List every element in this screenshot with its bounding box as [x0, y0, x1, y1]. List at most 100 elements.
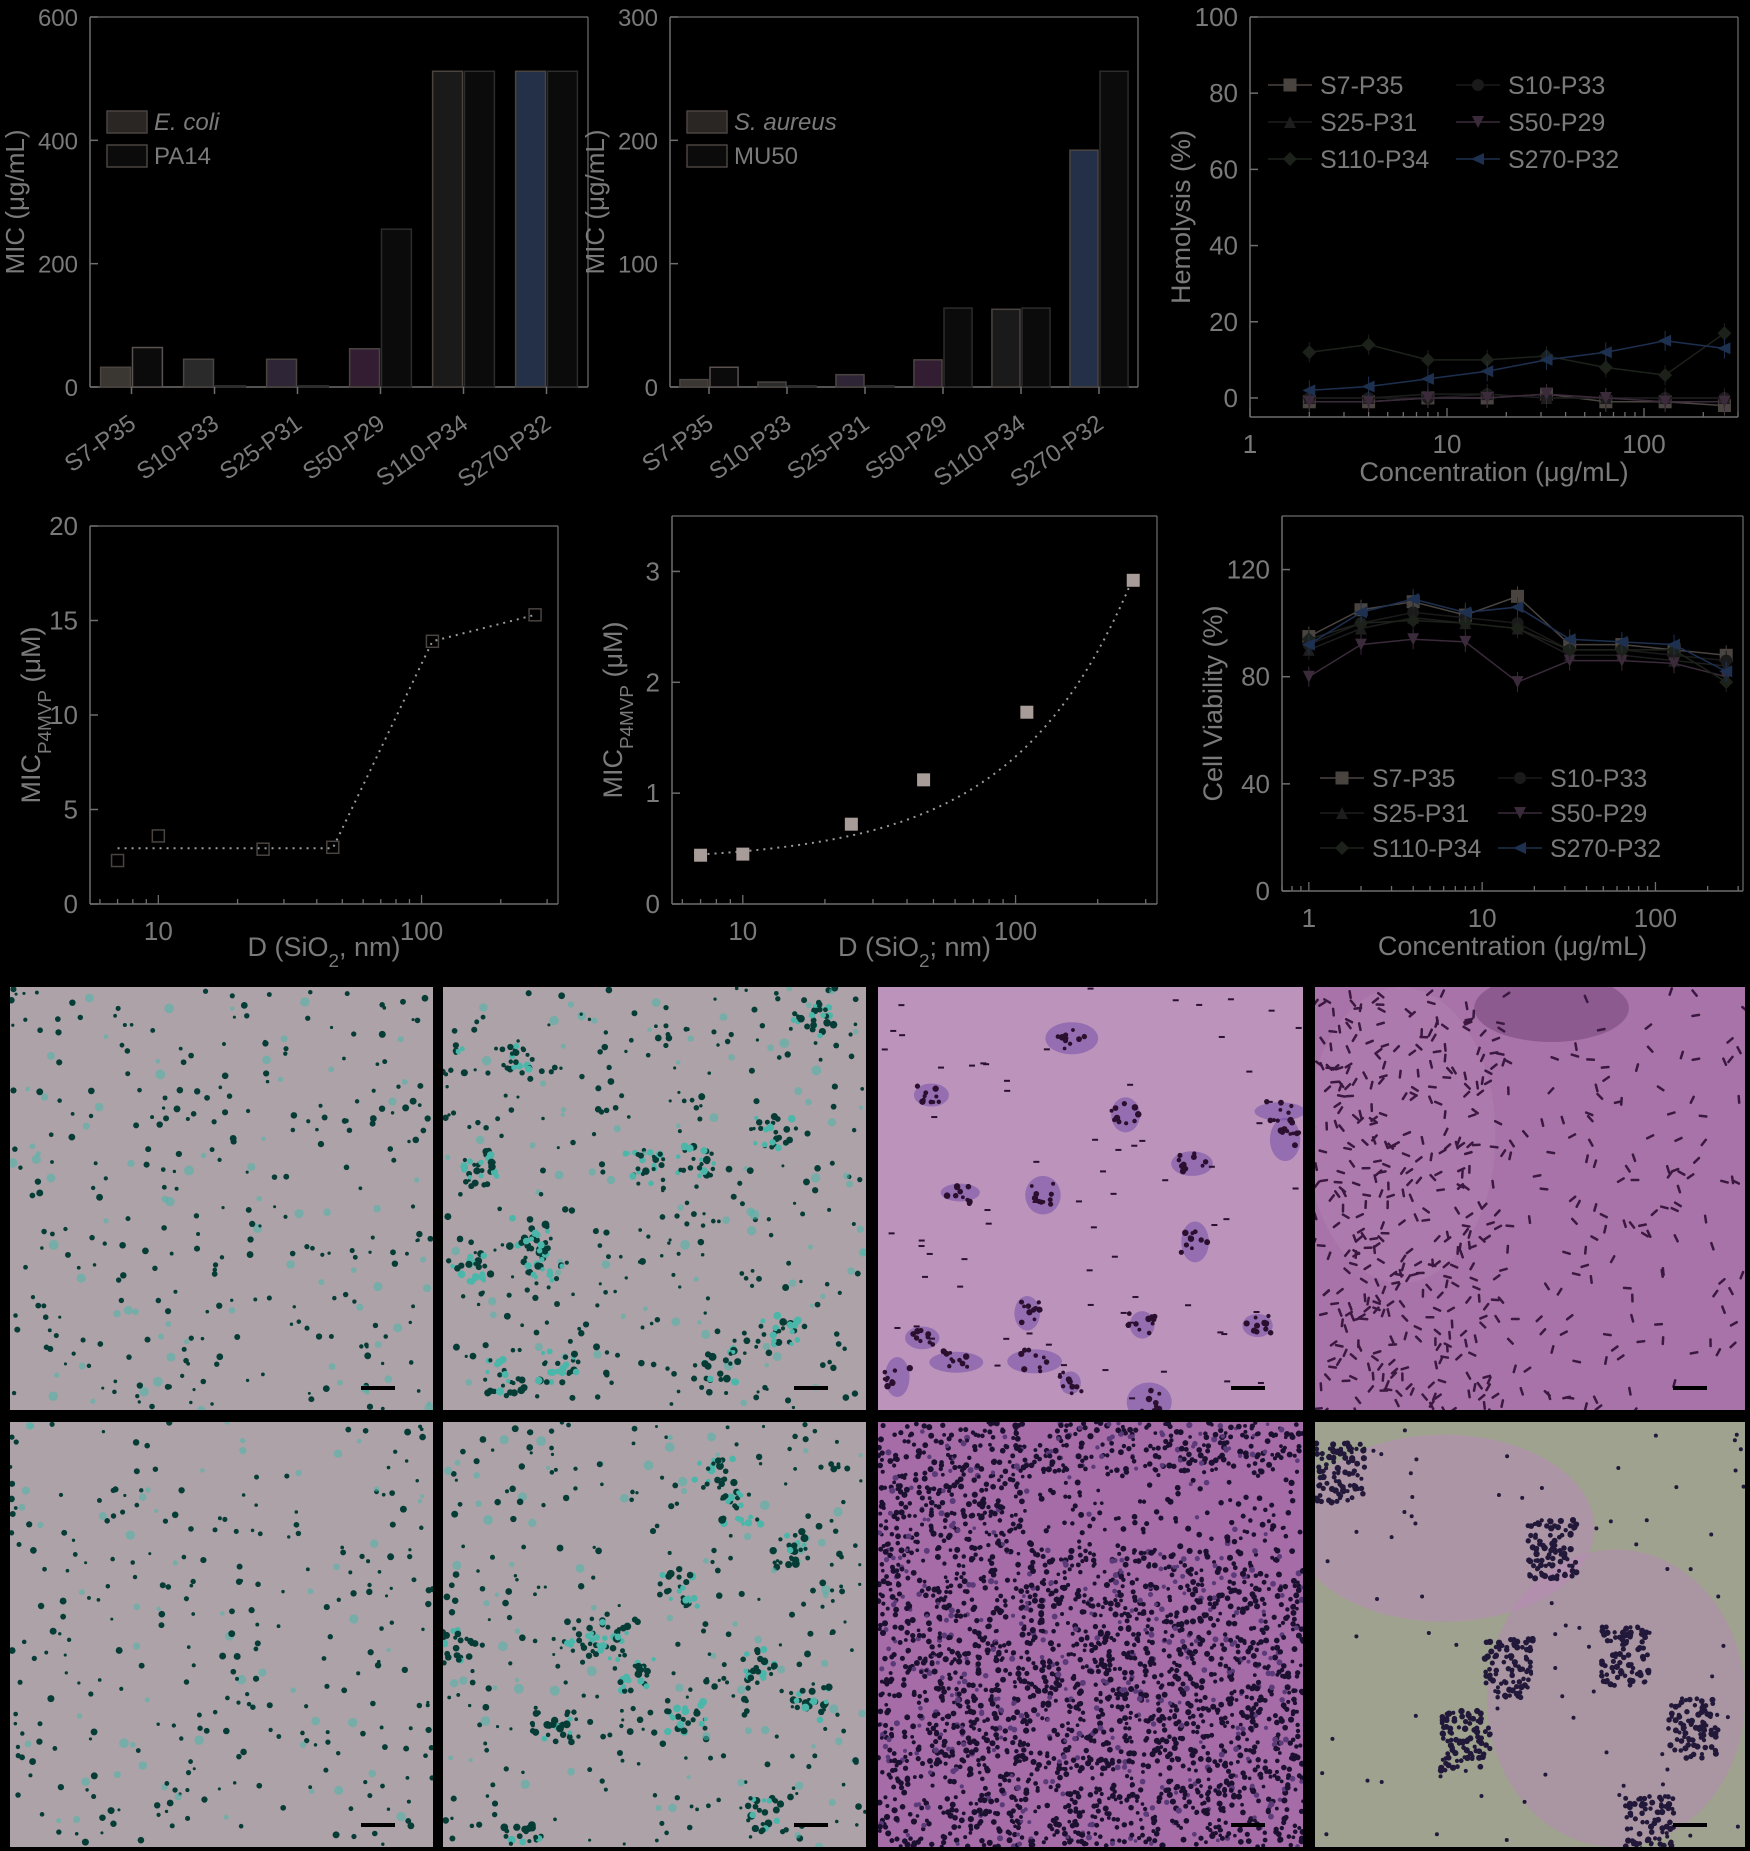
x-category-label: S7-P35: [60, 410, 141, 478]
legend-label: S. aureus: [734, 109, 837, 136]
y-tick-label: 20: [1209, 307, 1238, 337]
bar-pa14-s10-p33: [214, 385, 247, 388]
x-category-label: S25-P31: [782, 410, 874, 486]
y-tick-label: 100: [618, 252, 658, 279]
data-point: [1459, 635, 1472, 648]
y-axis-title: MICP4MVP (μM): [598, 621, 638, 798]
data-point: [1303, 395, 1316, 408]
y-tick-label: 20: [49, 511, 78, 541]
legend-label: MU50: [734, 143, 798, 170]
x-category-label: S10-P33: [704, 410, 796, 486]
series-s270-p32: [1301, 589, 1733, 682]
bar-pa14-s7-p35: [131, 346, 164, 388]
data-point: [1458, 616, 1473, 631]
data-point: [425, 634, 440, 649]
scale-bar: [794, 1386, 828, 1390]
legend-label: S7-P35: [1372, 765, 1455, 793]
legend-label: PA14: [154, 143, 211, 170]
data-point: [844, 817, 858, 831]
legend-marker: [1336, 807, 1348, 819]
data-point: [1302, 384, 1316, 397]
y-tick-label: 40: [1241, 769, 1270, 799]
y-tick-label: 80: [1209, 78, 1238, 108]
data-point: [1421, 391, 1434, 404]
data-point: [1126, 573, 1140, 587]
data-point: [1481, 391, 1494, 404]
bar-mu50-s10-p33: [787, 385, 817, 388]
bar-mu50-s270-p32: [1099, 70, 1129, 388]
y-axis-title: MICP4MVP (μM): [16, 626, 56, 803]
data-point: [1458, 606, 1472, 619]
x-tick-label: 100: [400, 916, 443, 946]
bar-pa14-s270-p32: [546, 70, 579, 388]
bar-e-coli-s10-p33: [182, 358, 215, 388]
legend-label: S270-P32: [1550, 835, 1661, 863]
micrograph-1: [10, 987, 433, 1410]
legend-marker: [1335, 771, 1349, 785]
figure-canvas: 0200400600S7-P35S10-P33S25-P31S50-P29S11…: [0, 2, 1744, 972]
y-tick-label: 0: [65, 375, 78, 402]
data-point: [1361, 337, 1376, 352]
x-axis-title: Concentration (μg/mL): [1378, 931, 1647, 961]
data-point: [1562, 642, 1577, 657]
legend-label: S10-P33: [1508, 72, 1605, 100]
x-tick-label: 10: [1433, 429, 1462, 459]
data-point: [1719, 675, 1734, 690]
x-tick-label: 10: [728, 916, 757, 946]
data-point: [1540, 388, 1553, 401]
data-point: [1510, 621, 1525, 636]
x-tick-label: 10: [144, 916, 173, 946]
legend-label: S110-P34: [1320, 146, 1429, 174]
x-axis-title: D (SiO2, nm): [247, 932, 400, 972]
bar-s-aureus-s7-p35: [679, 378, 709, 388]
data-point: [1302, 345, 1317, 360]
series-s110-p34: [1302, 323, 1732, 386]
bar-s-aureus-s25-p31: [835, 373, 865, 388]
data-point: [1355, 638, 1368, 651]
scale-bar: [361, 1386, 395, 1390]
y-tick-label: 80: [1241, 662, 1270, 692]
bar-s-aureus-s50-p29: [913, 359, 943, 388]
fit-line: [700, 577, 1135, 856]
legend-swatch: [686, 144, 728, 168]
y-tick-label: 1: [646, 778, 660, 808]
data-point: [1420, 352, 1435, 367]
legend-marker: [1514, 772, 1526, 784]
bar-e-coli-s25-p31: [265, 358, 298, 388]
micrograph-7: [878, 1422, 1303, 1847]
y-axis-title: MIC (μg/mL): [0, 130, 30, 275]
micrograph-3: [878, 987, 1303, 1410]
data-point: [1362, 395, 1375, 408]
micrograph-2: [443, 987, 866, 1410]
data-point: [1658, 368, 1673, 383]
bar-mu50-s25-p31: [865, 385, 895, 388]
legend-marker: [1514, 807, 1526, 819]
bar-s-aureus-s10-p33: [757, 381, 787, 388]
y-tick-label: 200: [618, 128, 658, 155]
legend-marker: [1335, 841, 1349, 855]
data-point: [1598, 346, 1612, 359]
data-point: [1354, 606, 1368, 619]
data-point: [1659, 395, 1672, 408]
bar-e-coli-s110-p34: [431, 70, 464, 388]
bar-e-coli-s50-p29: [348, 348, 381, 388]
scale-bar: [1673, 1386, 1707, 1390]
data-point: [1562, 633, 1576, 646]
y-tick-label: 15: [49, 606, 78, 636]
scale-bar: [794, 1823, 828, 1827]
chart-mic-vs-diameter-2: 0 1 2 3 10 100 MICP4MVP (μM) D (SiO2; nm): [598, 515, 1158, 972]
data-point: [1511, 676, 1524, 689]
y-tick-label: 0: [64, 889, 78, 919]
scale-bar: [1231, 1386, 1265, 1390]
data-point: [1420, 372, 1434, 385]
y-tick-label: 600: [38, 5, 78, 32]
data-point: [110, 853, 125, 868]
legend-marker: [1283, 78, 1297, 92]
micrograph-5: [10, 1422, 433, 1847]
chart-mic-gram-positive: 0100200300S7-P35S10-P33S25-P31S50-P29S11…: [580, 5, 1139, 493]
y-tick-label: 0: [1224, 383, 1238, 413]
y-tick-label: 100: [1195, 2, 1238, 32]
y-axis-title: Cell Viability (%): [1198, 605, 1228, 801]
y-tick-label: 40: [1209, 231, 1238, 261]
legend-marker: [1513, 842, 1526, 854]
